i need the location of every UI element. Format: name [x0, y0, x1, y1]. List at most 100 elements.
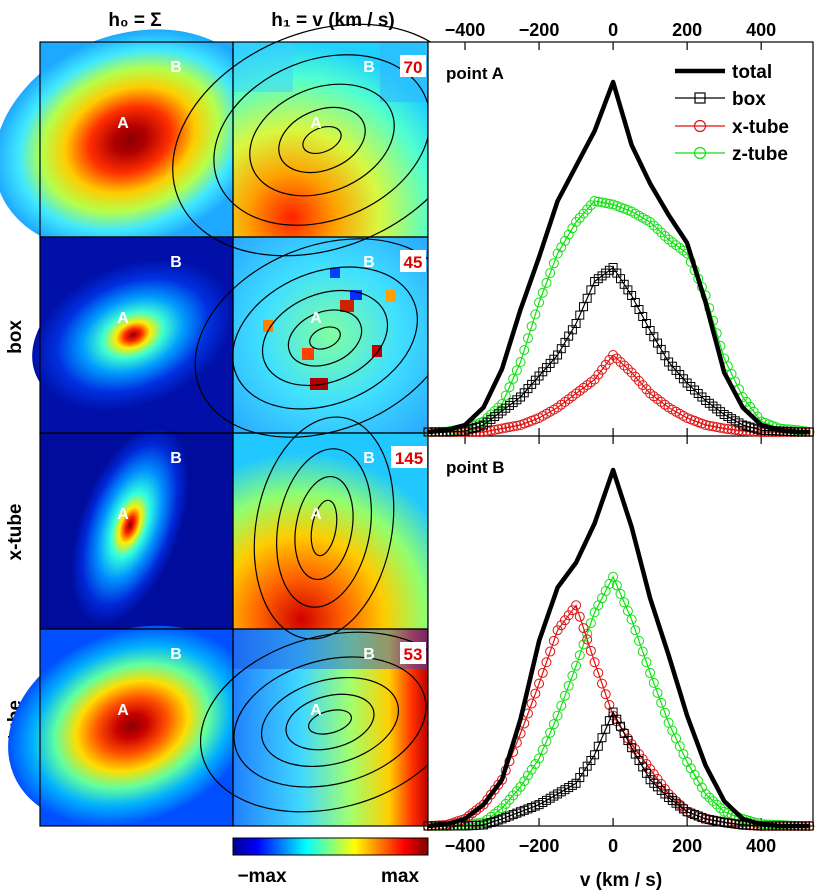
marker-z-tube [519, 345, 530, 356]
marker-x-tube [585, 645, 596, 656]
marker-x-tube [722, 423, 733, 434]
map-point-labels: A B A B A B A B A B A B A B A B [117, 59, 375, 719]
marker-x-tube [511, 420, 522, 431]
marker-z-tube [578, 639, 589, 650]
marker-z-tube [585, 618, 596, 629]
colorbar-min-label: −max [237, 866, 287, 887]
h0-map-ztube [8, 625, 256, 827]
marker-x-tube [719, 423, 730, 434]
x-tick-label-top: 400 [746, 20, 776, 40]
marker-z-tube [634, 635, 645, 646]
marker-z-tube [659, 231, 670, 241]
marker-z-tube [637, 646, 648, 657]
marker-x-tube [530, 688, 541, 699]
marker-x-tube [548, 635, 559, 646]
marker-x-tube [559, 396, 570, 407]
marker-z-tube [604, 198, 615, 209]
marker-z-tube [511, 365, 522, 376]
marker-x-tube [593, 667, 604, 678]
marker-z-tube [504, 382, 515, 393]
marker-z-tube [626, 614, 637, 625]
panel-point-b [423, 467, 815, 831]
legend-ztube: z-tube [732, 144, 788, 165]
marker-x-tube [467, 808, 478, 819]
marker-x-tube [582, 380, 593, 391]
marker-x-tube [493, 424, 504, 435]
vmax-badge-ztube: 53 [404, 645, 423, 664]
marker-box [601, 724, 611, 734]
x-tick-label-top: 200 [672, 20, 702, 40]
point-label-b: B [363, 646, 375, 663]
x-tick-label: −400 [445, 836, 486, 856]
marker-z-tube [526, 764, 537, 775]
marker-z-tube [559, 690, 570, 701]
x-tick-label: 200 [672, 836, 702, 856]
marker-x-tube [485, 789, 496, 800]
point-label-a: A [117, 310, 129, 327]
marker-z-tube [648, 220, 659, 231]
marker-z-tube [596, 197, 607, 208]
colorbar-max-label: max [381, 866, 419, 887]
marker-x-tube [715, 422, 726, 433]
marker-x-tube [578, 623, 589, 634]
point-label-b: B [170, 646, 182, 663]
x-axis-label: v (km / s) [580, 870, 662, 891]
marker-z-tube [645, 217, 656, 227]
marker-z-tube [515, 357, 526, 367]
marker-x-tube [600, 689, 611, 700]
marker-z-tube [663, 234, 674, 245]
point-label-b: B [363, 59, 375, 76]
marker-x-tube [504, 422, 515, 433]
series-line-total [427, 467, 810, 829]
legend-box: box [732, 89, 766, 110]
row-label-xtube: x-tube [5, 504, 26, 561]
marker-x-tube [559, 615, 570, 626]
h0-map-total [0, 29, 266, 251]
marker-x-tube [585, 377, 596, 388]
marker-x-tube [645, 388, 656, 399]
marker-z-tube [619, 597, 630, 608]
marker-box [604, 716, 614, 726]
marker-x-tube [711, 422, 722, 433]
marker-z-tube [571, 660, 582, 671]
marker-x-tube [567, 391, 578, 402]
legend-total: total [732, 62, 772, 83]
marker-x-tube [622, 364, 633, 374]
marker-z-tube [674, 242, 685, 253]
marker-z-tube [641, 657, 652, 668]
marker-box [597, 733, 607, 743]
point-label-b: B [170, 59, 182, 76]
marker-x-tube [556, 620, 567, 631]
point-label-b: B [363, 254, 375, 271]
marker-z-tube [656, 697, 667, 708]
marker-z-tube [545, 268, 556, 279]
marker-x-tube [589, 657, 600, 668]
legend-xtube: x-tube [732, 117, 789, 138]
marker-x-tube [648, 391, 659, 402]
x-tick-label-top: 0 [608, 20, 618, 40]
x-tick-label: 400 [746, 836, 776, 856]
marker-x-tube [537, 667, 548, 678]
marker-z-tube [615, 588, 626, 599]
marker-x-tube [545, 646, 556, 657]
vmax-badge-box: 45 [404, 253, 423, 272]
marker-z-tube [667, 237, 678, 248]
header-h0: h₀ = Σ [108, 10, 161, 31]
marker-z-tube [541, 736, 552, 747]
row-label-box: box [5, 320, 26, 354]
marker-z-tube [519, 776, 530, 787]
marker-x-tube [611, 353, 622, 364]
marker-z-tube [563, 229, 574, 240]
marker-x-tube [563, 610, 574, 621]
point-label-b: B [363, 450, 375, 467]
marker-box [590, 750, 600, 760]
marker-x-tube [474, 802, 485, 813]
marker-z-tube [652, 224, 663, 234]
x-tick-label-top: −200 [519, 20, 560, 40]
marker-x-tube [571, 388, 582, 399]
marker-z-tube [622, 605, 633, 616]
marker-z-tube [671, 240, 682, 251]
vmax-badge-total: 70 [404, 58, 423, 77]
lineplot-area: −400 −400 −200 −200 0 0 200 200 400 400 point A p… [423, 20, 815, 891]
